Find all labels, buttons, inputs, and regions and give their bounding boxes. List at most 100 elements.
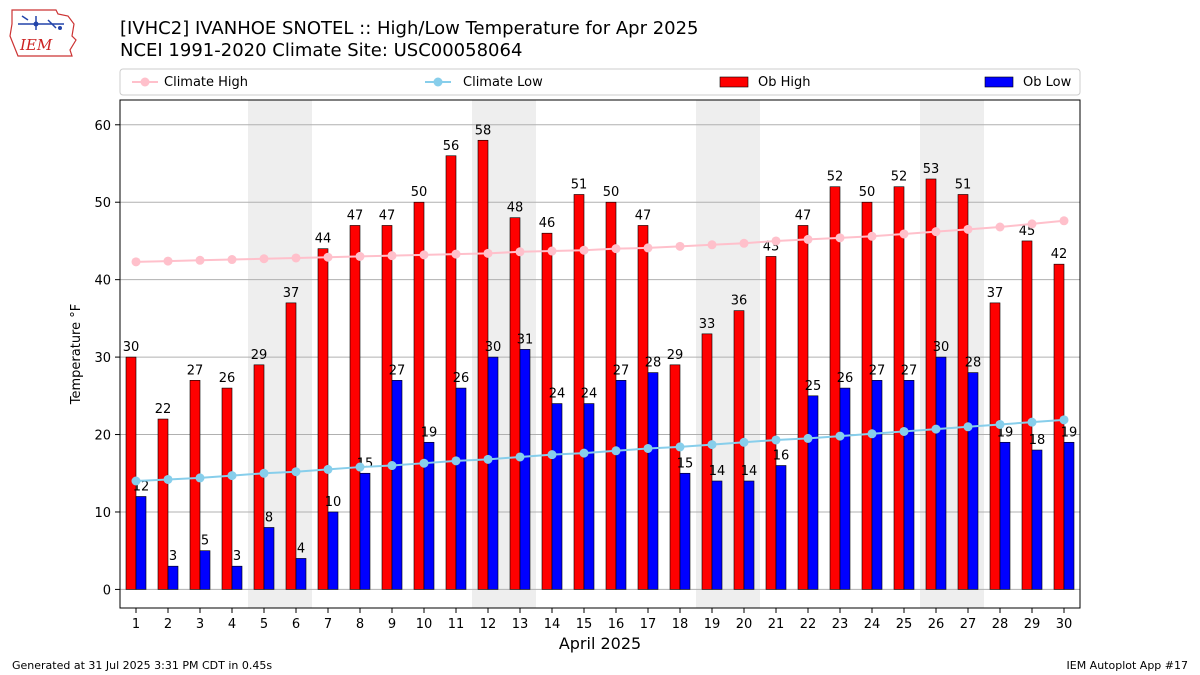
data-label-ob-high: 47 [635,208,652,223]
bar-ob-high [541,232,553,590]
bar-ob-high [765,256,777,590]
climate-high-point [611,244,621,254]
y-tick-label: 40 [94,274,111,289]
bar-ob-high [829,186,841,590]
climate-high-point [707,240,717,250]
legend-label-climate-low: Climate Low [463,75,543,90]
legend-marker-climate-low [433,77,443,87]
legend-marker-climate-high [140,77,150,87]
climate-low-point [451,456,461,466]
data-label-ob-high: 42 [1051,247,1068,262]
x-tick-label: 24 [864,617,881,632]
bar-ob-high [605,201,617,590]
climate-low-point [771,435,781,445]
x-tick-label: 17 [640,617,657,632]
x-tick-label: 28 [992,617,1009,632]
x-tick-label: 21 [768,617,785,632]
generated-timestamp: Generated at 31 Jul 2025 3:31 PM CDT in … [12,659,273,672]
bar-ob-low [743,480,755,590]
x-tick-label: 9 [388,617,396,632]
x-tick-label: 7 [324,617,332,632]
data-label-ob-low: 27 [869,363,886,378]
bar-ob-low [807,395,819,590]
bar-ob-high [669,364,681,590]
bar-ob-high [221,387,233,590]
y-tick-label: 60 [94,119,111,134]
y-tick-label: 30 [94,351,111,366]
x-tick-label: 20 [736,617,753,632]
bar-ob-high [1053,263,1065,590]
bar-ob-high [189,380,201,590]
data-label-ob-high: 51 [955,177,972,192]
data-label-ob-high: 51 [571,177,588,192]
data-label-ob-high: 52 [827,170,844,185]
bar-ob-high [733,310,745,590]
data-label-ob-low: 14 [709,464,726,479]
bar-ob-low [327,511,339,590]
bar-ob-high [957,194,969,590]
bar-ob-low [935,356,947,590]
y-tick-label: 20 [94,429,111,444]
legend-box [119,68,1081,96]
climate-high-point [163,256,173,266]
climate-low-point [579,448,589,458]
data-label-ob-high: 26 [219,371,236,386]
climate-high-point [803,234,813,244]
climate-low-point [419,458,429,468]
x-tick-label: 11 [448,617,465,632]
x-tick-label: 16 [608,617,625,632]
data-label-ob-high: 44 [315,232,332,247]
climate-low-point [387,461,397,471]
data-label-ob-low: 27 [389,363,406,378]
climate-high-point [995,222,1005,232]
climate-low-point [515,452,525,462]
climate-low-line [135,418,1065,482]
climate-high-point [483,248,493,258]
bar-ob-low [839,387,851,590]
data-label-ob-low: 27 [901,363,918,378]
legend-label-ob-high: Ob High [758,75,811,90]
bar-ob-high [125,356,137,590]
bar-ob-high [797,225,809,590]
bar-ob-high [509,217,521,590]
x-tick-label: 12 [480,617,497,632]
data-label-ob-low: 19 [421,425,438,440]
bar-ob-low [967,372,979,590]
data-label-ob-high: 22 [155,402,172,417]
climate-low-point [195,473,205,483]
bar-ob-high [477,139,489,590]
x-tick-label: 3 [196,617,204,632]
bar-ob-low [295,558,307,590]
data-label-ob-high: 46 [539,216,556,231]
x-tick-label: 22 [800,617,817,632]
bar-ob-low [263,527,275,590]
bar-ob-high [1021,240,1033,590]
climate-high-point [131,257,141,267]
data-label-ob-low: 14 [741,464,758,479]
data-label-ob-low: 25 [805,379,822,394]
data-label-ob-low: 10 [325,495,342,510]
climate-high-point [579,245,589,255]
bar-ob-high [573,194,585,590]
data-label-ob-low: 18 [1029,433,1046,448]
x-tick-label: 1 [132,617,140,632]
app-label: IEM Autoplot App #17 [1066,659,1189,672]
bar-ob-high [893,186,905,590]
climate-low-point [611,446,621,456]
logo-text: IEM [19,36,53,54]
data-label-ob-high: 47 [379,208,396,223]
x-axis-label: April 2025 [559,634,641,653]
climate-high-point [291,253,301,263]
data-label-ob-high: 37 [283,286,300,301]
bar-ob-low [871,380,883,590]
data-label-ob-high: 56 [443,139,460,154]
x-tick-label: 18 [672,617,689,632]
y-axis-label: Temperature °F [69,304,84,405]
climate-high-point [675,241,685,251]
data-label-ob-high: 27 [187,363,204,378]
bar-ob-low [647,372,659,590]
y-tick-label: 10 [94,506,111,521]
bar-ob-high [925,178,937,590]
climate-high-point [515,247,525,257]
